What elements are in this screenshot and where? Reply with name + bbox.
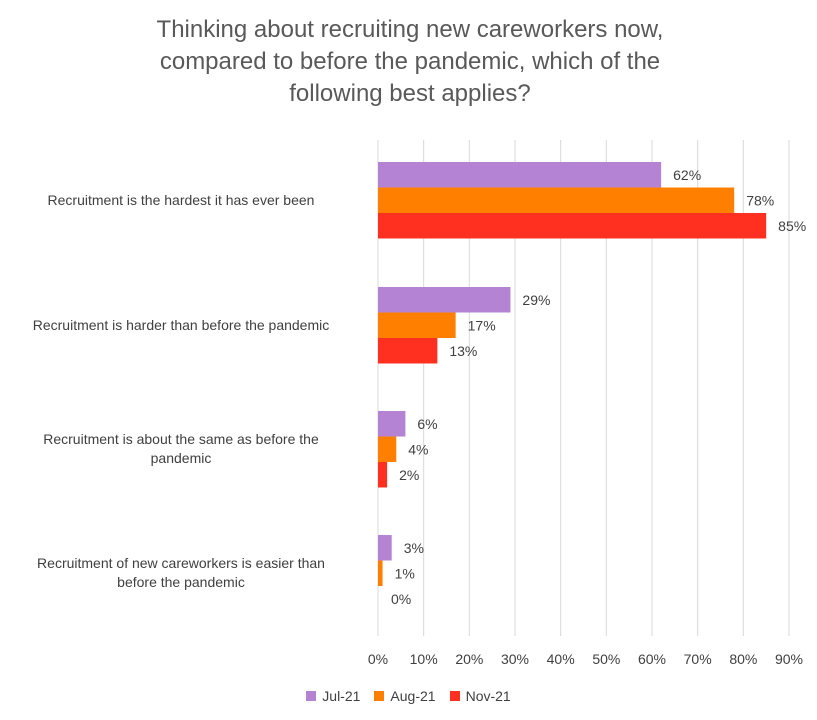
x-tick-label: 30%	[501, 651, 529, 667]
data-label: 6%	[417, 416, 437, 432]
legend: Jul-21 Aug-21 Nov-21	[0, 688, 817, 704]
bar	[378, 462, 388, 488]
category-label: Recruitment is the hardest it has ever b…	[0, 191, 362, 210]
legend-label: Aug-21	[390, 688, 436, 704]
legend-swatch	[374, 691, 385, 701]
legend-item: Nov-21	[449, 688, 511, 704]
category-label: Recruitment is about the same as before …	[0, 430, 362, 468]
data-label: 2%	[399, 467, 419, 483]
chart-title-line: compared to before the pandemic, which o…	[159, 48, 661, 75]
data-label: 0%	[391, 591, 411, 607]
category-label-line: Recruitment is about the same as before …	[43, 431, 319, 448]
bar	[378, 213, 767, 239]
bar	[378, 187, 735, 213]
x-tick-label: 10%	[410, 651, 438, 667]
bar	[378, 312, 456, 338]
data-label: 85%	[778, 218, 806, 234]
category-label-line: before the pandemic	[117, 574, 245, 591]
data-label: 78%	[746, 192, 774, 208]
x-tick-label: 80%	[729, 651, 757, 667]
x-tick-label: 0%	[368, 651, 388, 667]
data-label: 1%	[395, 565, 415, 581]
chart-title-line: following best applies?	[289, 80, 531, 107]
data-label: 4%	[408, 441, 428, 457]
x-tick-label: 50%	[592, 651, 620, 667]
category-label-line: Recruitment is harder than before the pa…	[32, 316, 330, 333]
x-tick-label: 70%	[684, 651, 712, 667]
category-label-line: Recruitment of new careworkers is easier…	[37, 555, 325, 572]
data-label: 29%	[522, 292, 550, 308]
x-tick-label: 20%	[455, 651, 483, 667]
category-label-line: pandemic	[150, 450, 212, 467]
data-label: 13%	[449, 343, 477, 359]
data-label: 3%	[404, 540, 424, 556]
bar	[378, 436, 397, 462]
legend-swatch	[449, 691, 460, 701]
legend-label: Nov-21	[465, 688, 511, 704]
chart-title-line: Thinking about recruiting new careworker…	[156, 16, 664, 43]
category-label: Recruitment of new careworkers is easier…	[0, 554, 362, 592]
x-tick-label: 40%	[547, 651, 575, 667]
bar	[378, 560, 383, 586]
chart-title: Thinking about recruiting new careworker…	[60, 14, 760, 110]
legend-item: Aug-21	[374, 688, 436, 704]
x-tick-label: 90%	[775, 651, 803, 667]
bar	[378, 162, 662, 188]
bar	[378, 287, 511, 313]
data-label: 17%	[468, 317, 496, 333]
category-label-line: Recruitment is the hardest it has ever b…	[47, 191, 315, 208]
legend-item: Jul-21	[306, 688, 360, 704]
x-tick-label: 60%	[638, 651, 666, 667]
legend-swatch	[306, 691, 317, 701]
bar	[378, 411, 406, 437]
bar	[378, 338, 438, 364]
category-label: Recruitment is harder than before the pa…	[0, 316, 362, 335]
legend-label: Jul-21	[322, 688, 361, 704]
bar	[378, 535, 392, 561]
data-label: 62%	[673, 167, 701, 183]
